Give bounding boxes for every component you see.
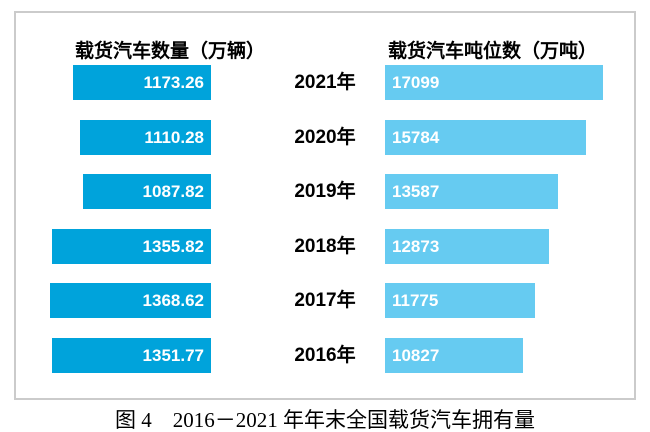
left-bar: 1368.62 — [50, 283, 211, 318]
right-bar: 13587 — [385, 174, 558, 209]
right-bar-value: 11775 — [392, 291, 439, 310]
figure-caption: 图 4 2016－2021 年年末全国载货汽车拥有量 — [115, 408, 535, 432]
left-bar: 1351.77 — [52, 338, 211, 373]
left-bar: 1355.82 — [52, 229, 211, 264]
year-label: 2016年 — [294, 345, 356, 366]
left-bar-value: 1368.62 — [142, 291, 204, 310]
right-column-header: 载货汽车吨位数（万吨） — [388, 41, 598, 62]
left-bar-value: 1087.82 — [142, 182, 204, 201]
left-bar: 1110.28 — [80, 120, 211, 155]
right-bar-value: 17099 — [392, 73, 440, 92]
year-label: 2018年 — [294, 236, 356, 257]
right-bar-value: 13587 — [392, 182, 440, 201]
left-bar-value: 1110.28 — [144, 128, 204, 147]
right-bar: 11775 — [385, 283, 535, 318]
right-bar: 10827 — [385, 338, 523, 373]
right-bar-value: 15784 — [392, 128, 440, 147]
left-column-header: 载货汽车数量（万辆） — [75, 41, 266, 62]
right-bar: 17099 — [385, 65, 603, 100]
right-bar-value: 12873 — [392, 237, 440, 256]
year-label: 2019年 — [294, 181, 356, 202]
right-bar: 15784 — [385, 120, 586, 155]
left-bar: 1087.82 — [83, 174, 211, 209]
year-label: 2020年 — [294, 127, 356, 148]
left-bar-value: 1355.82 — [142, 237, 204, 256]
year-label: 2021年 — [294, 72, 356, 93]
right-bar: 12873 — [385, 229, 549, 264]
left-bar-value: 1173.26 — [143, 73, 204, 92]
left-bar-value: 1351.77 — [142, 346, 204, 365]
left-bar: 1173.26 — [73, 65, 211, 100]
year-label: 2017年 — [294, 290, 356, 311]
right-bar-value: 10827 — [392, 346, 440, 365]
